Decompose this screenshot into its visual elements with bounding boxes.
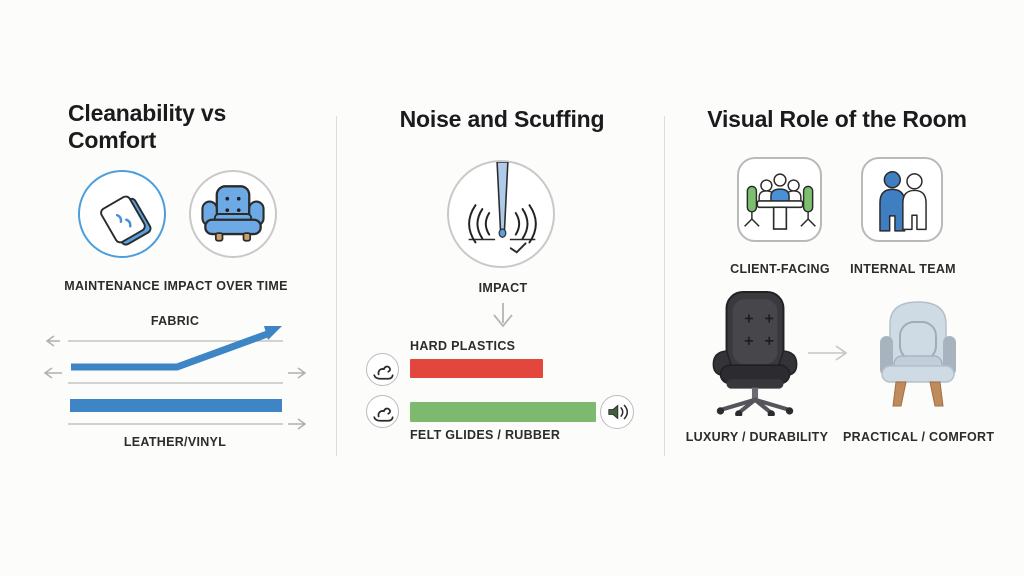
impact-badge (447, 160, 555, 268)
speaker-icon (608, 404, 629, 420)
felt-glides-label: FELT GLIDES / RUBBER (410, 428, 561, 442)
practical-comfort-label: PRACTICAL / COMFORT (843, 430, 995, 444)
comfort-badge (189, 170, 277, 258)
executive-chair-illustration (712, 291, 798, 416)
down-arrow-icon (493, 303, 513, 328)
quiet-badge (600, 395, 634, 429)
glide-badge-hard (366, 353, 399, 386)
divider-col1-col2 (336, 116, 337, 456)
internal-team-label: INTERNAL TEAM (850, 262, 956, 276)
cleanability-badge (78, 170, 166, 258)
cleaning-wipe-icon (100, 195, 152, 246)
hard-plastics-bar (410, 359, 543, 378)
glide-badge-soft (366, 395, 399, 428)
column1-title: Cleanability vs Comfort (68, 100, 227, 154)
luxury-durability-label: LUXURY / DURABILITY (685, 430, 829, 444)
glide-foot-icon (372, 365, 393, 380)
blue-armchair-icon (201, 185, 265, 242)
maintenance-chart-heading: MAINTENANCE IMPACT OVER TIME (64, 279, 288, 293)
fabric-series-label: FABRIC (150, 314, 200, 328)
meeting-table-icon (743, 172, 816, 230)
fabric-armchair-illustration (880, 301, 956, 407)
hard-plastics-label: HARD PLASTICS (410, 339, 516, 353)
chair-leg-impact-icon (468, 162, 537, 254)
transition-arrow-icon (808, 345, 848, 361)
impact-label: IMPACT (478, 281, 528, 295)
column2-title: Noise and Scuffing (399, 106, 605, 132)
column3-title: Visual Role of the Room (707, 106, 967, 132)
felt-glides-bar (410, 402, 596, 422)
internal-team-card (861, 157, 943, 242)
team-people-icon (879, 170, 927, 232)
leather-series-label: LEATHER/VINYL (123, 435, 227, 449)
maintenance-impact-chart (43, 326, 307, 430)
glide-foot-icon (372, 407, 393, 422)
divider-col2-col3 (664, 116, 665, 456)
client-facing-card (737, 157, 822, 242)
client-facing-label: CLIENT-FACING (730, 262, 830, 276)
